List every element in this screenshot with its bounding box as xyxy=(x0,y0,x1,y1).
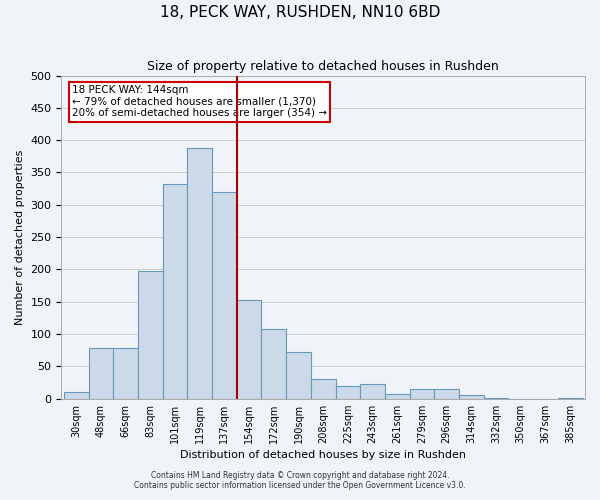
Bar xyxy=(360,384,385,398)
Text: 18 PECK WAY: 144sqm
← 79% of detached houses are smaller (1,370)
20% of semi-det: 18 PECK WAY: 144sqm ← 79% of detached ho… xyxy=(72,85,327,118)
X-axis label: Distribution of detached houses by size in Rushden: Distribution of detached houses by size … xyxy=(180,450,466,460)
Bar xyxy=(311,380,335,398)
Text: Contains HM Land Registry data © Crown copyright and database right 2024.
Contai: Contains HM Land Registry data © Crown c… xyxy=(134,470,466,490)
Bar xyxy=(410,389,434,398)
Bar xyxy=(138,270,163,398)
Bar xyxy=(212,192,237,398)
Bar xyxy=(163,184,187,398)
Bar xyxy=(89,348,113,399)
Bar xyxy=(459,396,484,398)
Bar xyxy=(434,389,459,398)
Bar xyxy=(286,352,311,399)
Bar xyxy=(335,386,360,398)
Bar xyxy=(113,348,138,399)
Bar xyxy=(64,392,89,398)
Bar xyxy=(385,394,410,398)
Bar xyxy=(187,148,212,399)
Y-axis label: Number of detached properties: Number of detached properties xyxy=(15,150,25,325)
Bar xyxy=(262,329,286,398)
Title: Size of property relative to detached houses in Rushden: Size of property relative to detached ho… xyxy=(148,60,499,73)
Bar xyxy=(237,300,262,398)
Text: 18, PECK WAY, RUSHDEN, NN10 6BD: 18, PECK WAY, RUSHDEN, NN10 6BD xyxy=(160,5,440,20)
